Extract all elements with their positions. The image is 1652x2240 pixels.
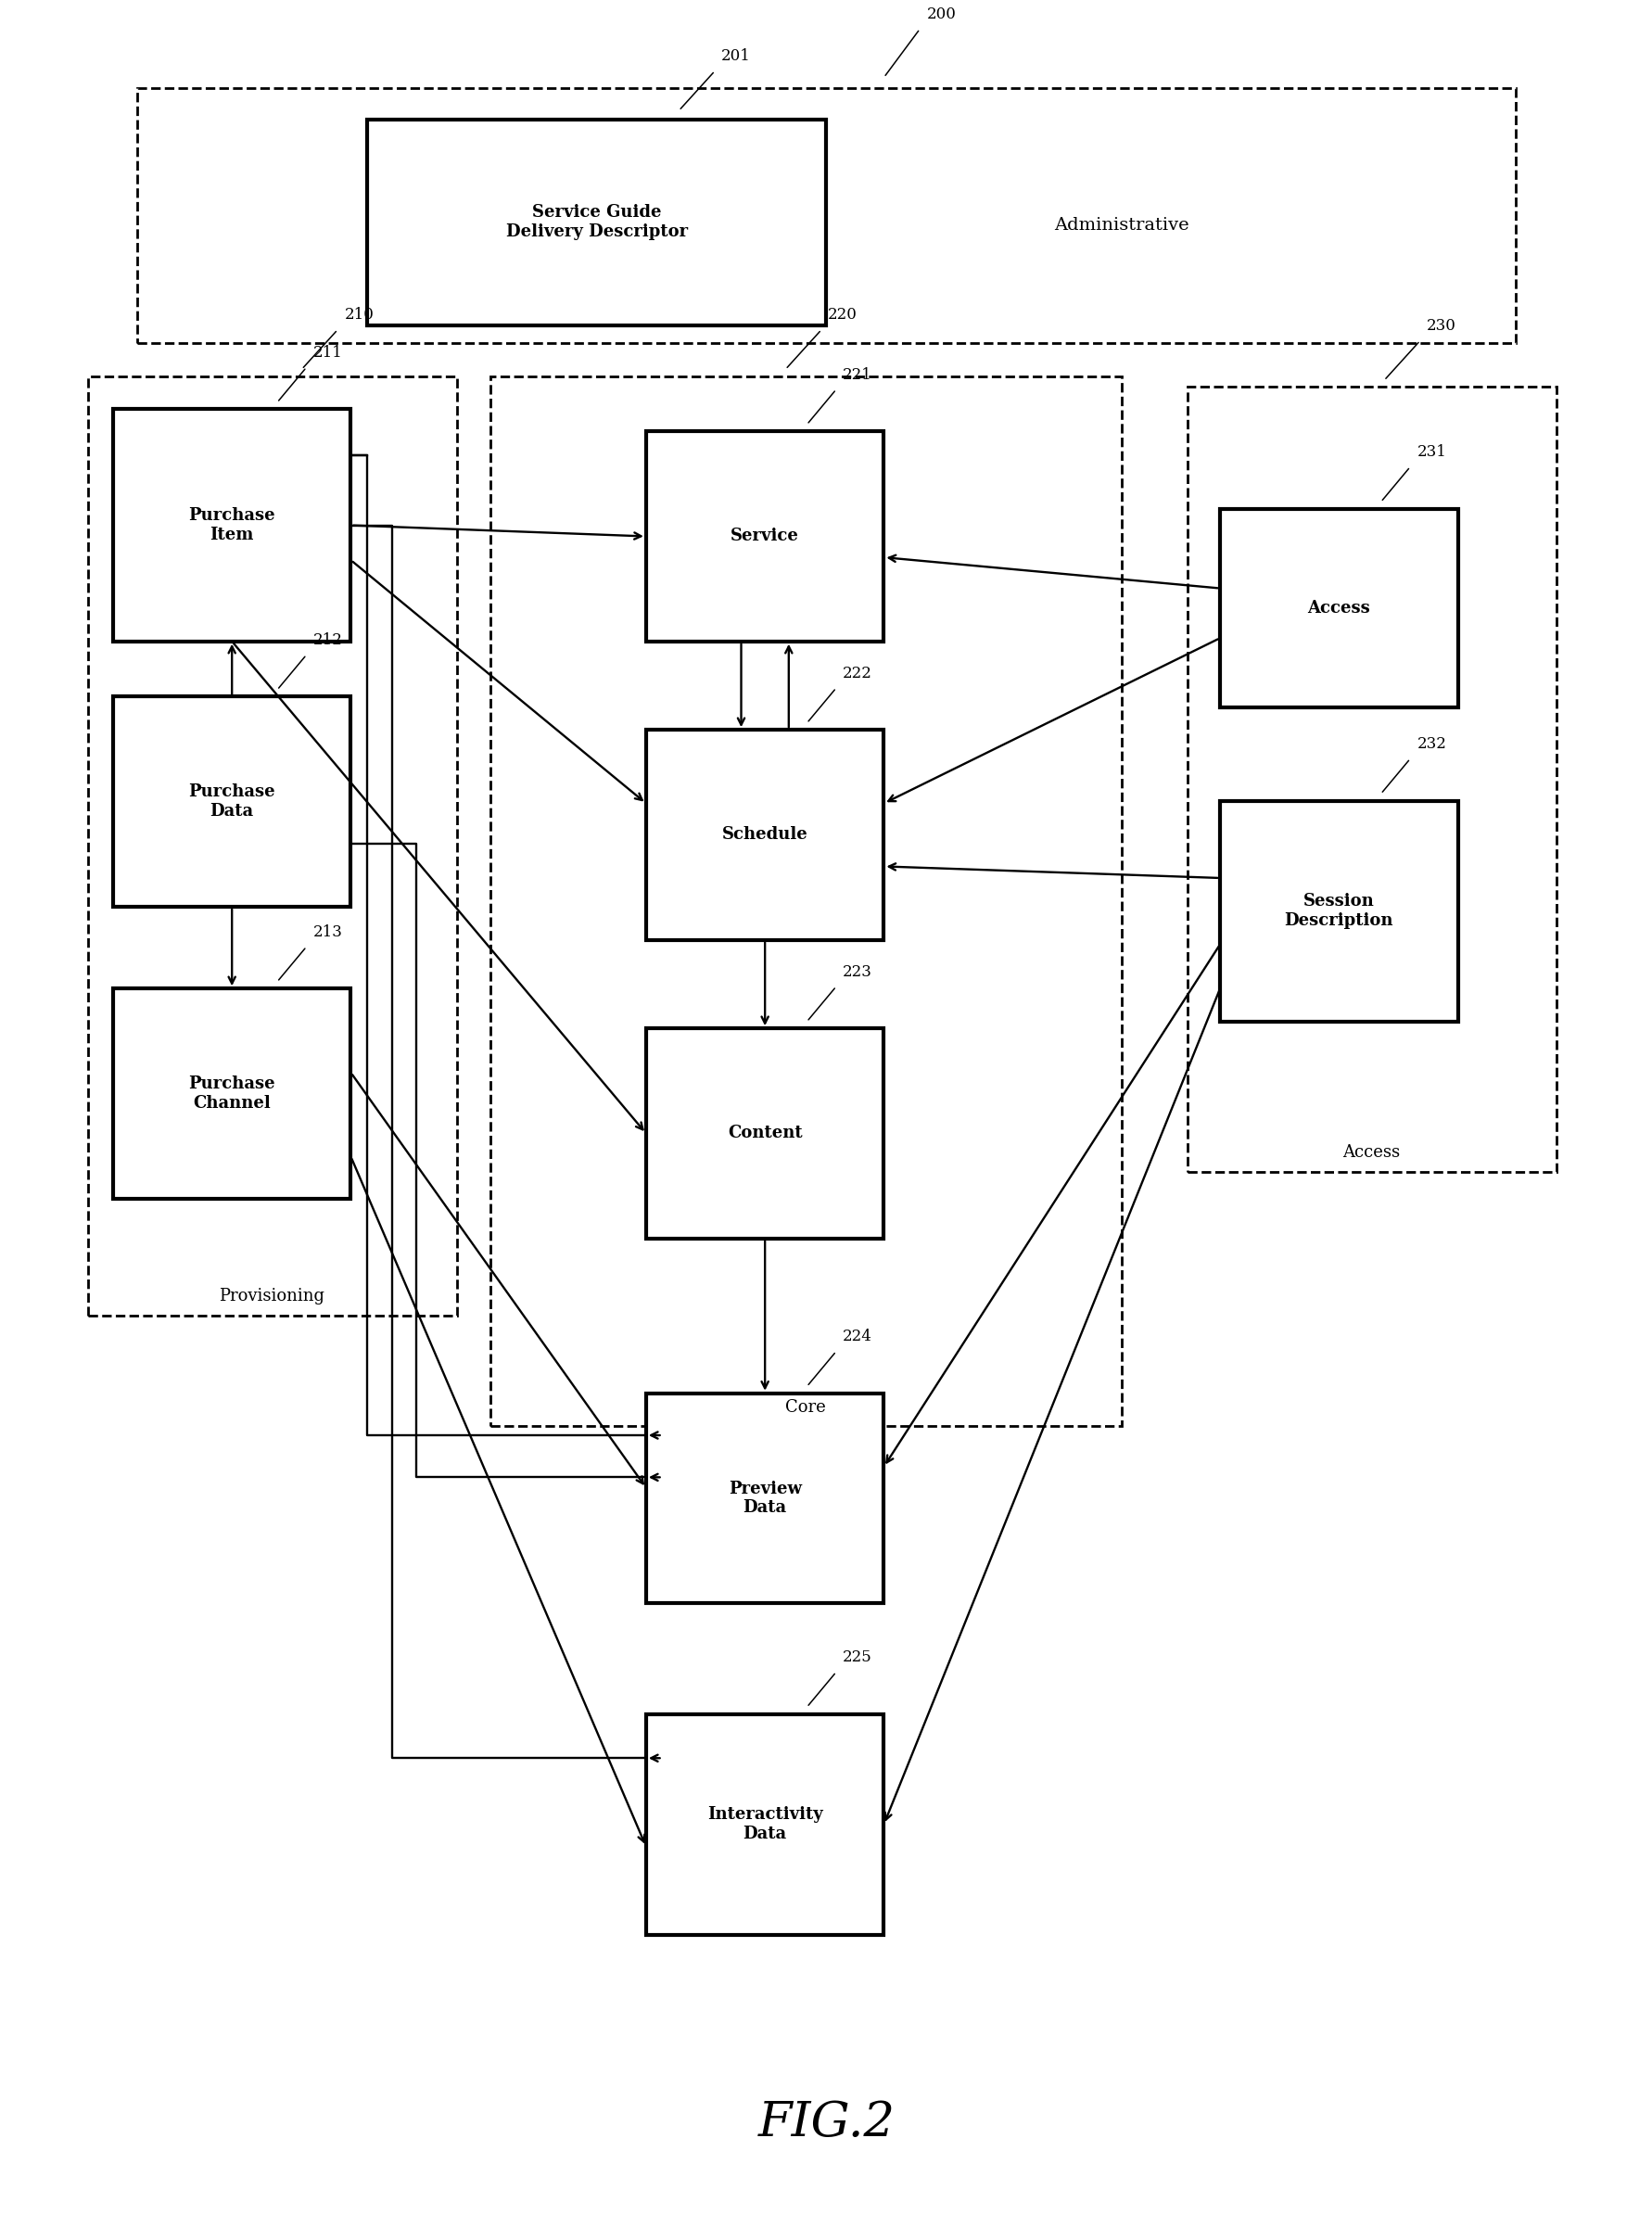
Bar <box>491 376 1122 1427</box>
Text: 220: 220 <box>828 307 857 323</box>
Text: 210: 210 <box>344 307 373 323</box>
Text: 232: 232 <box>1416 737 1446 753</box>
Bar <box>1219 508 1457 708</box>
Bar <box>112 410 350 641</box>
Text: 201: 201 <box>720 49 750 65</box>
Bar <box>112 697 350 907</box>
Text: Administrative: Administrative <box>1054 217 1188 233</box>
Bar <box>646 730 884 941</box>
Text: Interactivity
Data: Interactivity Data <box>707 1805 823 1844</box>
Bar <box>89 376 458 1315</box>
Text: Service: Service <box>730 529 800 544</box>
Text: Core: Core <box>785 1398 824 1416</box>
Text: FIG.2: FIG.2 <box>757 2099 895 2146</box>
Text: 231: 231 <box>1416 444 1446 459</box>
Text: 222: 222 <box>843 665 872 681</box>
Text: 211: 211 <box>312 345 342 361</box>
Bar <box>1219 800 1457 1021</box>
Bar <box>137 90 1515 343</box>
Text: 224: 224 <box>843 1328 872 1344</box>
Text: Purchase
Channel: Purchase Channel <box>188 1075 276 1111</box>
Text: 212: 212 <box>312 632 342 647</box>
Text: 213: 213 <box>312 925 342 941</box>
Text: 221: 221 <box>843 367 872 383</box>
Bar <box>646 432 884 641</box>
Bar <box>112 988 350 1198</box>
Text: Session
Description: Session Description <box>1284 894 1393 930</box>
Bar <box>646 1028 884 1239</box>
Bar <box>646 1393 884 1604</box>
Text: 225: 225 <box>843 1649 872 1664</box>
Bar <box>646 1714 884 1935</box>
Text: Access: Access <box>1341 1145 1399 1160</box>
Text: Preview
Data: Preview Data <box>729 1481 801 1516</box>
Bar <box>1186 388 1556 1172</box>
Text: Purchase
Data: Purchase Data <box>188 784 276 820</box>
Text: 200: 200 <box>927 7 955 22</box>
Text: 223: 223 <box>843 963 872 979</box>
Text: Service Guide
Delivery Descriptor: Service Guide Delivery Descriptor <box>506 204 687 240</box>
Bar <box>367 119 826 325</box>
Text: Schedule: Schedule <box>722 827 808 842</box>
Text: Provisioning: Provisioning <box>220 1288 325 1304</box>
Text: Content: Content <box>727 1124 801 1142</box>
Text: 230: 230 <box>1426 318 1455 334</box>
Text: Purchase
Item: Purchase Item <box>188 506 276 544</box>
Text: Access: Access <box>1307 600 1370 616</box>
